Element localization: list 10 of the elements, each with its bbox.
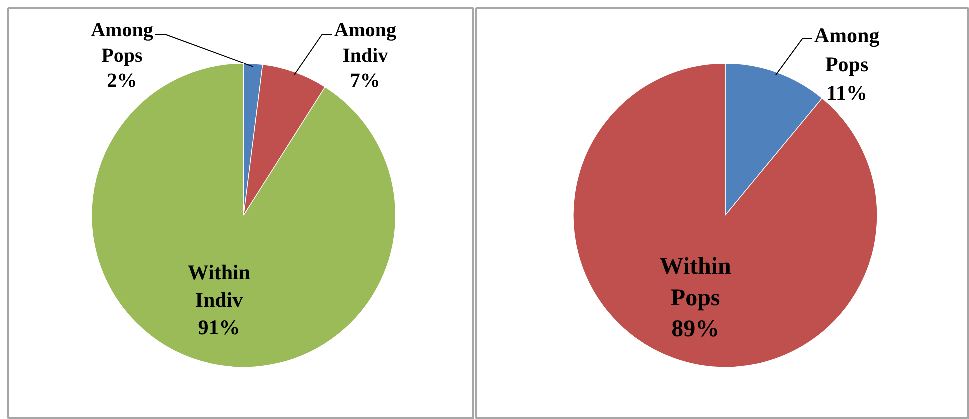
slice-label: Among Pops xyxy=(91,20,154,67)
slice-label: Among Indiv xyxy=(334,20,397,67)
data-label: 7% xyxy=(350,70,380,92)
slice-label: Among Pops xyxy=(814,24,880,76)
data-label: 91% xyxy=(198,316,240,340)
data-label: 11% xyxy=(826,81,868,106)
slice-label: Within Indiv xyxy=(188,260,251,312)
data-label: 89% xyxy=(672,316,720,343)
data-label: 2% xyxy=(107,70,138,92)
slice-label: Within Pops xyxy=(660,254,732,312)
